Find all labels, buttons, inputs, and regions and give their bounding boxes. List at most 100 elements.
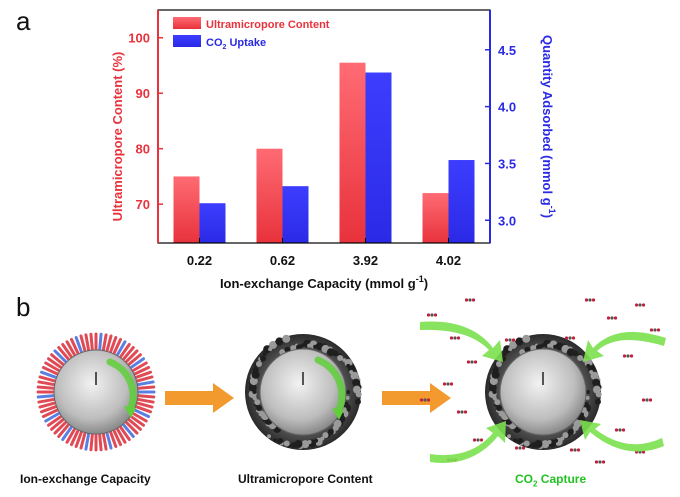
- polymer-chain: [84, 333, 91, 355]
- pore: [541, 343, 545, 348]
- pore: [337, 354, 344, 361]
- co2-molecule-icon: [442, 382, 454, 386]
- capture-arrow-icon: [583, 331, 666, 362]
- pore: [275, 337, 284, 346]
- polymer-chain: [89, 430, 95, 452]
- co2-molecule-icon: [419, 398, 431, 402]
- polymer-chain: [57, 421, 72, 438]
- bar-co2-uptake: [199, 203, 226, 243]
- polymer-chain: [127, 357, 146, 371]
- co2-molecule-icon: [514, 446, 526, 450]
- polymer-chain: [134, 385, 156, 391]
- polymer-chain: [117, 342, 131, 361]
- co2-molecule-icon: [472, 438, 484, 442]
- right-tick-label: 3.5: [498, 156, 516, 171]
- pore: [585, 395, 590, 400]
- polymer-chain: [74, 335, 84, 356]
- polymer-chain: [79, 429, 88, 450]
- pore: [301, 343, 305, 348]
- pore: [256, 405, 263, 412]
- pore: [503, 345, 512, 354]
- pore: [592, 378, 601, 387]
- pore: [547, 439, 552, 444]
- polymer-chain: [120, 421, 135, 438]
- pore: [589, 370, 594, 375]
- pore: [513, 438, 518, 443]
- co2-molecule-icon: [564, 336, 576, 340]
- pore: [547, 343, 552, 348]
- rotation-arrow-icon: [106, 358, 137, 414]
- pore: [294, 440, 303, 449]
- polymer-chain: [46, 413, 65, 427]
- process-arrow-icon: [165, 383, 234, 413]
- co2-molecule-icon: [464, 298, 476, 302]
- pore: [327, 428, 334, 435]
- legend: Ultramicropore Content CO2 Uptake: [173, 17, 330, 51]
- pore: [267, 434, 272, 439]
- capture-arrow-icon: [580, 420, 664, 452]
- pore: [282, 334, 291, 343]
- polymer-chain: [44, 361, 63, 374]
- bars-layer: [173, 62, 475, 244]
- polymer-chain: [114, 340, 127, 359]
- polymer-chain: [133, 375, 154, 384]
- co2-molecule-icon: [606, 316, 618, 320]
- polymer-chain: [132, 404, 153, 414]
- polymer-chain: [101, 429, 108, 451]
- polymer-chain: [53, 418, 70, 435]
- co2-molecule-icon: [634, 303, 646, 307]
- polymer-chain: [65, 425, 78, 444]
- co2-molecule-icon: [466, 360, 478, 364]
- co2-molecule-icon: [504, 338, 516, 342]
- polymer-chain: [111, 426, 123, 447]
- caption-ultramicropore: Ultramicropore Content: [238, 472, 373, 486]
- pore: [262, 351, 267, 356]
- polymer-chain: [57, 346, 72, 363]
- pore: [577, 354, 584, 361]
- pore: [523, 440, 530, 447]
- polymer-chain: [111, 337, 123, 358]
- capture-arrow-icon: [420, 321, 503, 362]
- polymer-chain: [79, 334, 88, 355]
- bar-ultramicropore: [339, 62, 366, 244]
- x-tick-label: 0.62: [270, 253, 295, 268]
- pore: [594, 398, 601, 405]
- polymer-chain: [41, 365, 62, 377]
- polymer-chain: [132, 370, 153, 380]
- bar-co2-uptake: [448, 160, 475, 243]
- pore: [314, 438, 319, 443]
- polymer-chain: [97, 430, 103, 452]
- left-tick-label: 100: [128, 31, 150, 46]
- co2-molecule-icon: [622, 354, 634, 358]
- pore: [592, 385, 601, 394]
- caption-co2-main: CO: [515, 472, 533, 486]
- pore: [346, 363, 351, 368]
- particle-ion-exchange: [36, 332, 156, 452]
- pore: [553, 344, 558, 349]
- polymer-chain: [61, 423, 75, 442]
- polymer-chain: [74, 428, 84, 449]
- pore: [326, 348, 335, 357]
- polymer-chain: [36, 385, 58, 391]
- polymer-chain: [65, 340, 78, 359]
- pore: [322, 432, 329, 439]
- caption-co2-rest: Capture: [537, 472, 587, 486]
- co2-molecule-icon: [456, 410, 468, 414]
- pore: [554, 438, 559, 443]
- polymer-chain: [104, 429, 113, 450]
- pore: [268, 347, 273, 352]
- pore: [590, 371, 599, 380]
- bar-ultramicropore: [173, 176, 200, 243]
- co2-molecule-icon: [594, 460, 606, 464]
- panel-a-label: a: [16, 6, 31, 36]
- pore: [579, 412, 584, 417]
- co2-molecule-icon: [584, 298, 596, 302]
- co2-molecule-icon: [649, 328, 661, 332]
- x-tick-label: 3.92: [353, 253, 378, 268]
- pore: [277, 437, 284, 444]
- pore: [582, 407, 587, 412]
- pore: [566, 348, 575, 357]
- polymer-chain: [133, 397, 155, 404]
- pore: [344, 401, 349, 406]
